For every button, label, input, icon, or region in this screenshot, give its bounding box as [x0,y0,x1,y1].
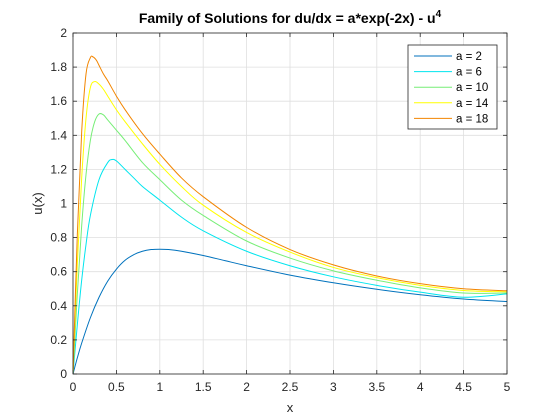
x-tick-label: 0 [70,380,77,394]
x-tick-label: 5 [504,380,511,394]
ticks: 0 0.5 1 1.5 2 2.5 3 3.5 4 4.5 5 0 0.2 0.4 0.6 0.8 1 1.2 1.… [50,26,510,394]
chart-title-text: Family of Solutions for du/dx = a*exp(-2… [139,10,436,26]
x-tick-label: 4.5 [455,380,472,394]
y-tick-label: 0 [60,367,67,381]
x-tick-label: 1.5 [195,380,212,394]
y-tick-label: 1 [60,197,67,211]
y-tick-label: 0.4 [50,299,67,313]
series-line-2 [72,158,508,375]
legend-entry-label: a = 14 [456,98,489,110]
x-tick-label: 4 [417,380,424,394]
x-tick-label: 1 [156,380,163,394]
x-tick-label: 2 [243,380,250,394]
y-tick-label: 1.2 [50,162,67,176]
y-tick-label: 1.4 [50,128,67,142]
x-axis-label: x [287,400,294,415]
series-line-4 [72,80,508,375]
x-tick-label: 3.5 [368,380,385,394]
series-line-5 [72,55,508,375]
legend-entry-label: a = 18 [456,113,488,125]
series-line-1 [72,248,508,375]
x-tick-label: 0.5 [108,380,125,394]
y-tick-label: 2 [60,26,67,40]
legend-entry-label: a = 10 [456,82,488,94]
y-tick-label: 0.8 [50,231,67,245]
legend: a = 2 a = 6 a = 10 a = 14 a = 18 [407,44,498,130]
series-layer [72,55,508,375]
x-tick-label: 3 [330,380,337,394]
legend-entry-label: a = 2 [456,51,482,63]
legend-entry-label: a = 6 [456,67,482,79]
x-tick-label: 2.5 [282,380,299,394]
y-tick-label: 1.6 [50,94,67,108]
y-axis-label: u(x) [30,192,45,214]
chart-title-superscript: 4 [436,9,442,20]
y-tick-label: 0.2 [50,333,67,347]
y-tick-label: 0.6 [50,265,67,279]
series-line-3 [72,112,508,375]
chart-title: Family of Solutions for du/dx = a*exp(-2… [139,9,442,26]
y-tick-label: 1.8 [50,60,67,74]
